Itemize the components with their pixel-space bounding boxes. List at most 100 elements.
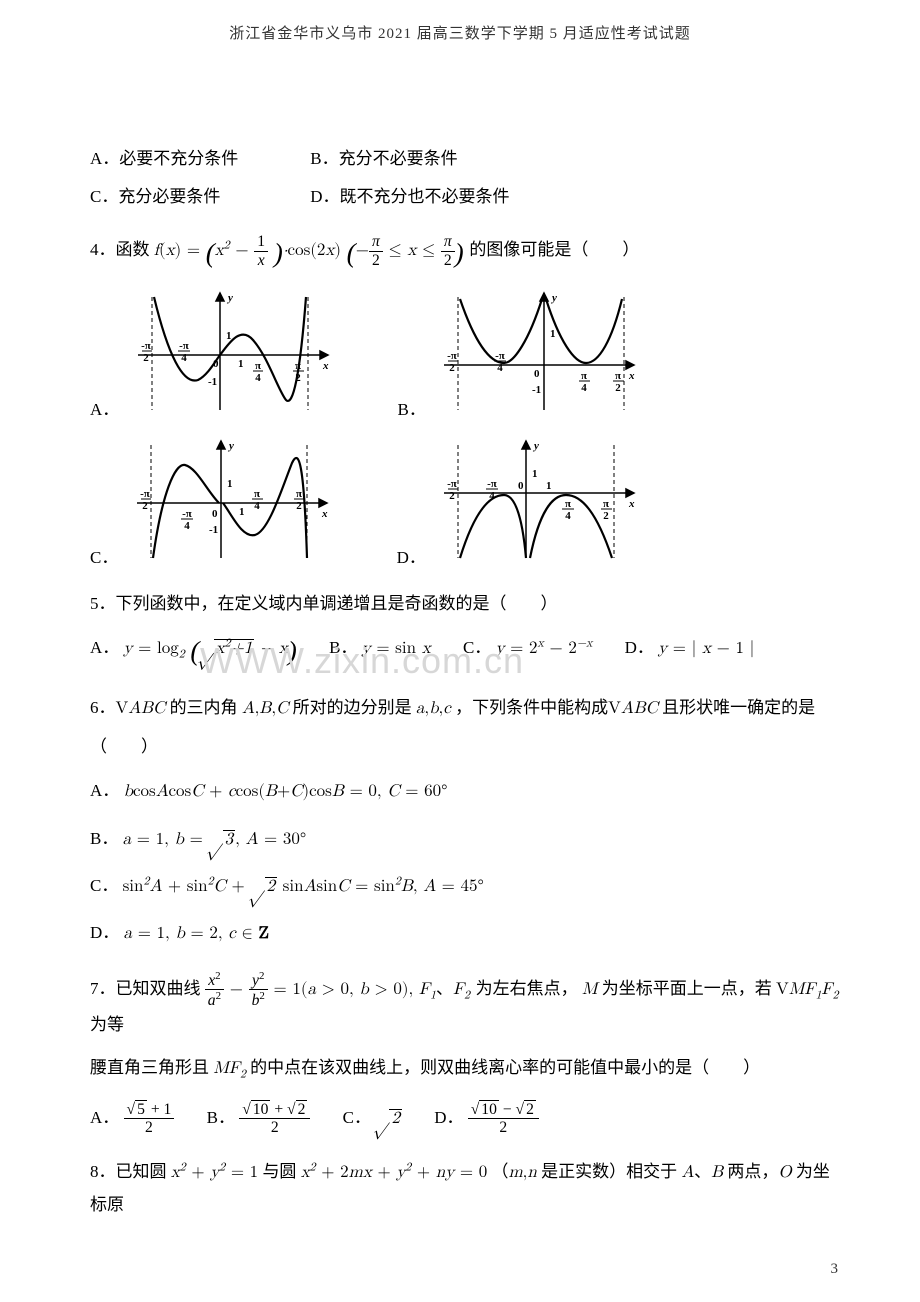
svg-text:-π: -π — [447, 350, 457, 362]
q3-opt-a: A．必要不充分条件 — [90, 143, 290, 175]
q7-opt-d: D． √10 − √22 — [434, 1102, 539, 1136]
q4-charts-row1: A． -π2 -π4 π4 π2 — [90, 285, 840, 426]
svg-text:4: 4 — [181, 352, 187, 364]
svg-text:2: 2 — [142, 500, 148, 512]
q4-formula: f(x) = (x2 − 1x )·cos(2x) (−π2 ≤ x ≤ π2) — [154, 242, 470, 259]
svg-text:-1: -1 — [532, 384, 541, 396]
q4-opt-b-label: B． — [398, 400, 426, 419]
q4-charts-row2: C． -π2 -π4 π4 π2 — [90, 433, 840, 574]
q6-opt-d: D． a = 1, b = 2, c ∈ Z — [90, 917, 840, 950]
q4-opt-d-label: D． — [397, 548, 426, 567]
q4-stem-prefix: 4．函数 — [90, 240, 154, 259]
svg-text:x: x — [628, 370, 635, 382]
q3-opt-d: D．既不充分也不必要条件 — [310, 181, 510, 213]
svg-text:4: 4 — [254, 500, 260, 512]
svg-text:-π: -π — [140, 488, 150, 500]
q3-opt-c: C．充分必要条件 — [90, 181, 290, 213]
q6-opt-a: A． bcosAcosC + ccos(B+C)cosB = 0, C = 60… — [90, 775, 840, 808]
q5-opt-d: D． y = | x − 1 | — [625, 632, 755, 665]
svg-text:-π: -π — [487, 478, 497, 490]
q3-options-row1: A．必要不充分条件 B．充分不必要条件 — [90, 143, 840, 175]
svg-text:2: 2 — [295, 372, 301, 384]
q5-stem: 5．下列函数中，在定义域内单调递增且是奇函数的是（ ） — [90, 588, 840, 620]
q3-opt-b: B．充分不必要条件 — [310, 143, 510, 175]
svg-text:0: 0 — [212, 508, 218, 520]
svg-text:1: 1 — [227, 478, 233, 490]
svg-text:π: π — [296, 488, 302, 500]
svg-text:π: π — [615, 370, 621, 382]
q4-stem: 4．函数 f(x) = (x2 − 1x )·cos(2x) (−π2 ≤ x … — [90, 228, 840, 280]
svg-text:x: x — [322, 360, 329, 372]
chart-c-svg: -π2 -π4 π4 π2 01-1 yx 1 — [127, 433, 337, 563]
q4-chart-a: -π2 -π4 π4 π2 01-1 yx 1 — [128, 285, 338, 426]
svg-text:x: x — [628, 498, 635, 510]
svg-text:π: π — [581, 370, 587, 382]
svg-text:-1: -1 — [209, 524, 218, 536]
svg-text:1: 1 — [239, 506, 245, 518]
q6-stem: 6．VABC 的三内角 A,B,C 所对的边分别是 a,b,c ，下列条件中能构… — [90, 692, 840, 725]
svg-text:0: 0 — [518, 480, 524, 492]
q5-opt-a: A． y = log2 (√x2+1 − x) — [90, 626, 297, 678]
q7-opt-a: A． √5 + 12 — [90, 1102, 174, 1136]
q4-chart-c-wrap: C． -π2 -π4 π4 π2 — [90, 433, 337, 574]
svg-text:y: y — [226, 292, 233, 304]
svg-text:1: 1 — [226, 330, 232, 342]
svg-text:0: 0 — [213, 358, 219, 370]
svg-text:π: π — [295, 360, 301, 372]
q4-stem-suffix: 的图像可能是（ ） — [469, 240, 639, 259]
q6-paren: （ ） — [90, 731, 840, 763]
q7-options: A． √5 + 12 B． √10 + √22 C． √2 D． √10 − √… — [90, 1102, 840, 1136]
chart-a-svg: -π2 -π4 π4 π2 01-1 yx 1 — [128, 285, 338, 415]
chart-d-svg: -π2 -π4 π4 π2 01 yx 1 — [434, 433, 644, 563]
svg-text:1: 1 — [532, 468, 538, 480]
svg-text:-1: -1 — [208, 376, 217, 388]
svg-text:-π: -π — [179, 340, 189, 352]
svg-text:1: 1 — [550, 328, 556, 340]
svg-text:π: π — [565, 498, 571, 510]
svg-text:y: y — [550, 292, 557, 304]
q7-opt-c: C． √2 — [343, 1102, 402, 1135]
svg-text:π: π — [603, 498, 609, 510]
svg-text:1: 1 — [546, 480, 552, 492]
q7-stem-line1: 7．已知双曲线 x2a2 − y2b2 = 1(a > 0, b > 0), F… — [90, 971, 840, 1042]
svg-text:-π: -π — [447, 478, 457, 490]
svg-text:π: π — [254, 488, 260, 500]
svg-text:x: x — [321, 508, 328, 520]
q4-chart-a-wrap: A． -π2 -π4 π4 π2 — [90, 285, 338, 426]
svg-text:4: 4 — [581, 382, 587, 394]
q8-stem: 8．已知圆 x2 + y2 = 1 与圆 x2 + 2mx + y2 + ny … — [90, 1156, 840, 1222]
svg-text:2: 2 — [615, 382, 621, 394]
page-number: 3 — [831, 1261, 839, 1278]
q4-chart-b: -π2 -π4 π4 π2 01-1 yx — [434, 285, 644, 426]
svg-text:4: 4 — [565, 510, 571, 522]
q4-opt-c-label: C． — [90, 548, 118, 567]
q5-opt-c: C． y = 2x − 2−x — [463, 632, 592, 665]
q7-stem-line2: 腰直角三角形且 MF2 的中点在该双曲线上，则双曲线离心率的可能值中最小的是（ … — [90, 1052, 840, 1086]
svg-text:π: π — [255, 360, 261, 372]
svg-text:y: y — [227, 440, 234, 452]
q4-chart-d-wrap: D． -π2 -π4 π4 π2 — [397, 433, 645, 574]
q3-options-row2: C．充分必要条件 D．既不充分也不必要条件 — [90, 181, 840, 213]
svg-text:4: 4 — [489, 490, 495, 502]
svg-text:-π: -π — [182, 508, 192, 520]
page-header: 浙江省金华市义乌市 2021 届高三数学下学期 5 月适应性考试试题 — [0, 0, 920, 43]
q5-options: A． y = log2 (√x2+1 − x) B． y = sin x C． … — [90, 626, 840, 678]
chart-b-svg: -π2 -π4 π4 π2 01-1 yx — [434, 285, 644, 415]
q6-opt-b: B． a = 1, b = √3, A = 30° — [90, 823, 840, 856]
svg-text:4: 4 — [497, 362, 503, 374]
svg-text:1: 1 — [238, 358, 244, 370]
svg-text:2: 2 — [449, 490, 455, 502]
content-region: A．必要不充分条件 B．充分不必要条件 C．充分必要条件 D．既不充分也不必要条… — [0, 43, 920, 1267]
q4-chart-c: -π2 -π4 π4 π2 01-1 yx 1 — [127, 433, 337, 574]
q6-opt-c: C． sin2A + sin2C + √2 sinAsinC = sin2B, … — [90, 870, 840, 903]
q7-opt-b: B． √10 + √22 — [207, 1102, 311, 1136]
q4-chart-b-wrap: B． -π2 -π4 π4 π2 — [398, 285, 645, 426]
q4-opt-a-label: A． — [90, 400, 119, 419]
svg-text:2: 2 — [143, 352, 149, 364]
svg-text:y: y — [532, 440, 539, 452]
q5-opt-b: B． y = sin x — [329, 632, 431, 665]
header-title: 浙江省金华市义乌市 2021 届高三数学下学期 5 月适应性考试试题 — [229, 26, 691, 42]
svg-text:-π: -π — [141, 340, 151, 352]
svg-text:4: 4 — [184, 520, 190, 532]
svg-text:2: 2 — [603, 510, 609, 522]
